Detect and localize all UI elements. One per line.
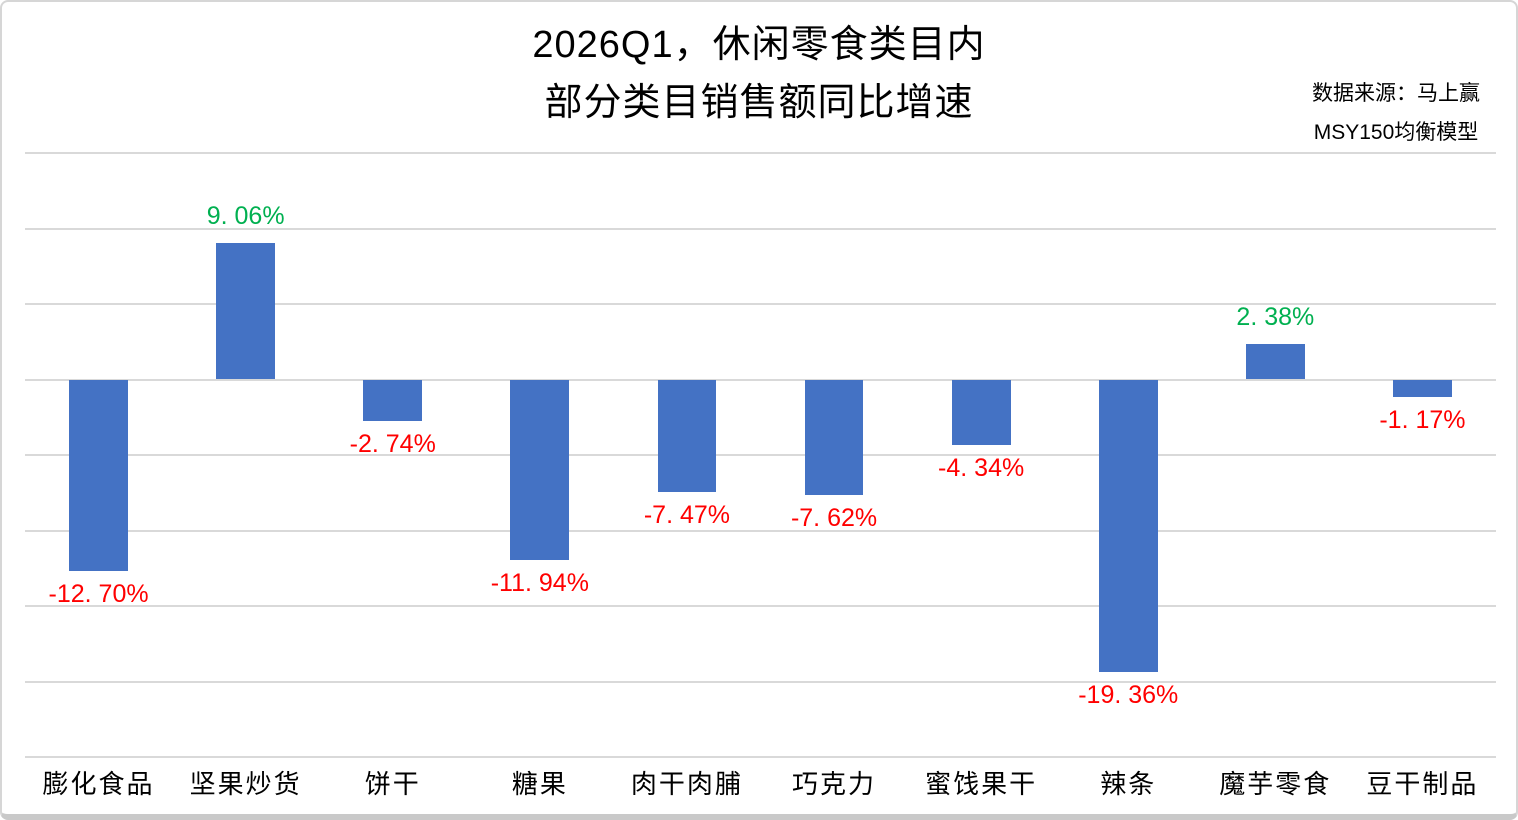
- chart-title: 2026Q1，休闲零食类目内 部分类目销售额同比增速: [2, 16, 1516, 132]
- gridline: [25, 303, 1496, 305]
- data-source: 数据来源：马上赢 MSY150均衡模型: [1312, 74, 1480, 152]
- category-label: 膨化食品: [42, 769, 155, 799]
- bar-value-label: -7. 62%: [790, 503, 878, 532]
- data-source-line2: MSY150均衡模型: [1313, 121, 1479, 144]
- category-label: 肉干肉脯: [630, 769, 743, 799]
- bar-value-label: -4. 34%: [938, 454, 1025, 483]
- gridline: [25, 454, 1496, 456]
- bar-value-label: -1. 17%: [1379, 406, 1466, 435]
- bar-value-label: -7. 47%: [643, 501, 731, 530]
- category-axis: 膨化食品 坚果炒货 饼干 糖果 肉干肉脯 巧克力 蜜饯果干 辣条 魔芋零食 豆干制品: [25, 757, 1496, 811]
- bar: [657, 379, 717, 493]
- category-label: 坚果炒货: [189, 769, 302, 799]
- bar: [216, 242, 276, 380]
- bar: [1393, 379, 1452, 398]
- category-label: 蜜饯果干: [925, 769, 1038, 799]
- category-label: 辣条: [1100, 769, 1157, 799]
- category-label: 巧克力: [792, 769, 877, 799]
- bar-value-label: -12. 70%: [48, 580, 149, 609]
- bar-value-label: -2. 74%: [349, 429, 436, 458]
- gridline: [25, 227, 1496, 230]
- bar-value-label: 2. 38%: [1236, 302, 1315, 331]
- plot-area: -12. 70% 9. 06% -2. 74% -11. 94% -7. 47% -7. …: [25, 152, 1496, 758]
- gridline: [25, 756, 1496, 758]
- bar: [951, 379, 1011, 446]
- bar: [804, 379, 864, 495]
- category-label: 豆干制品: [1366, 769, 1479, 799]
- gridline: [25, 605, 1496, 607]
- bar: [1098, 379, 1158, 672]
- bar-value-label: -19. 36%: [1078, 680, 1179, 709]
- gridline: [25, 152, 1496, 154]
- category-label: 糖果: [511, 769, 568, 799]
- gridline: [25, 529, 1496, 532]
- bar-value-label: -11. 94%: [490, 568, 589, 597]
- gridline: [25, 378, 1496, 381]
- bar-value-label: 9. 06%: [206, 201, 285, 230]
- chart-title-line2: 部分类目销售额同比增速: [544, 82, 974, 124]
- bar: [363, 379, 423, 421]
- bar: [1245, 343, 1305, 380]
- category-label: 魔芋零食: [1219, 769, 1332, 799]
- bar: [69, 379, 128, 572]
- category-label: 饼干: [364, 769, 421, 799]
- data-source-line1: 数据来源：马上赢: [1312, 82, 1480, 105]
- gridline: [25, 680, 1496, 683]
- chart-title-line1: 2026Q1，休闲零食类目内: [532, 24, 986, 66]
- bar: [510, 379, 570, 560]
